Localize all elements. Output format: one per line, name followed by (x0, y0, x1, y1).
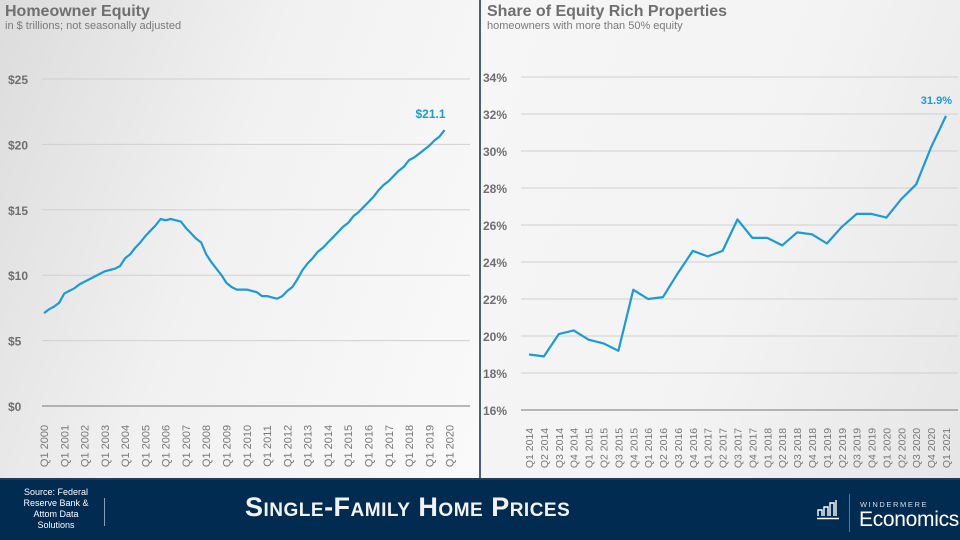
x-tick-label: Q1 2018 (762, 428, 774, 468)
x-tick-label: Q1 2018 (404, 425, 416, 467)
x-tick-label: Q1 2005 (140, 425, 152, 467)
homeowner-equity-chart: $0 $5 $10 $15 $20 $25 Q1 2000 Q1 2001 Q1 2002 Q1 … (8, 73, 470, 467)
y-tick-label: 18% (483, 367, 507, 381)
equity-rich-panel: Share of Equity Rich Properties homeowne… (481, 0, 960, 478)
banner-title: Single-Family Home Prices (245, 492, 571, 522)
x-tick-label: Q1 2015 (343, 425, 355, 467)
panel-divider (479, 0, 481, 478)
x-tick-label: Q1 2010 (242, 425, 254, 467)
y-tick-label: 30% (483, 145, 507, 159)
x-tick-label: Q1 2006 (161, 425, 173, 467)
y-tick-label: $15 (8, 204, 28, 218)
footer-divider (104, 498, 105, 526)
equity-rich-chart: 16%18%20%22%24%26%28%30%32%34%Q1 2014 Q2 … (483, 71, 958, 468)
x-tick-label: Q3 2015 (613, 428, 625, 468)
x-tick-label: Q1 2016 (643, 428, 655, 468)
y-tick-label: 24% (483, 256, 507, 270)
chart-title: Share of Equity Rich Properties (487, 3, 728, 20)
y-tick-label: $25 (8, 73, 28, 87)
logo-brand: WINDERMERE (860, 500, 929, 509)
x-tick-label: Q1 2008 (201, 425, 213, 467)
x-tick-label: Q3 2014 (554, 428, 566, 468)
x-tick-label: Q4 2018 (807, 428, 819, 468)
chart-title: Homeowner Equity (5, 3, 150, 20)
y-tick-label: 34% (483, 71, 507, 85)
x-tick-label: Q4 2019 (867, 428, 879, 468)
x-tick-label: Q2 2017 (718, 428, 730, 468)
x-tick-label: Q1 2007 (181, 425, 193, 467)
chart-subtitle: in $ trillions; not seasonally adjusted (5, 20, 182, 32)
y-tick-label: 32% (483, 108, 507, 122)
y-tick-label: $20 (8, 138, 28, 152)
x-tick-label: Q2 2015 (598, 428, 610, 468)
x-tick-label: Q1 2003 (100, 425, 112, 467)
x-tick-label: Q1 2017 (703, 428, 715, 468)
y-tick-label: $10 (8, 269, 28, 283)
x-tick-label: Q2 2014 (539, 428, 551, 468)
y-tick-label: 20% (483, 330, 507, 344)
x-tick-label: Q2 2020 (896, 428, 908, 468)
x-tick-label: Q1 2021 (941, 428, 953, 468)
x-tick-label: Q1 2019 (822, 428, 834, 468)
x-tick-label: Q4 2017 (747, 428, 759, 468)
logo-divider (849, 494, 850, 532)
x-tick-label: Q1 2000 (39, 425, 51, 467)
x-tick-label: Q1 2001 (59, 425, 71, 467)
chart-subtitle: homeowners with more than 50% equity (487, 20, 683, 32)
x-tick-label: Q1 2019 (424, 425, 436, 467)
x-tick-label: Q3 2016 (673, 428, 685, 468)
x-tick-label: Q1 2015 (584, 428, 596, 468)
x-tick-label: Q2 2016 (658, 428, 670, 468)
x-tick-label: Q2 2018 (777, 428, 789, 468)
y-tick-label: $0 (8, 400, 22, 414)
x-tick-label: Q1 2020 (881, 428, 893, 468)
x-tick-label: Q1 2016 (363, 425, 375, 467)
equity-rich-series-line (528, 115, 947, 358)
data-label: $21.1 (415, 107, 445, 121)
x-tick-label: Q1 2002 (80, 425, 92, 467)
data-label: 31.9% (921, 95, 952, 107)
x-tick-label: Q4 2020 (926, 428, 938, 468)
footer-banner: Source: Federal Reserve Bank & Attom Dat… (0, 478, 960, 540)
equity-series-line (43, 129, 446, 314)
x-tick-label: Q4 2015 (628, 428, 640, 468)
x-tick-label: Q1 2014 (524, 428, 536, 468)
homeowner-equity-panel: Homeowner Equity in $ trillions; not sea… (0, 0, 480, 478)
x-tick-label: Q4 2016 (688, 428, 700, 468)
x-tick-label: Q1 2017 (384, 425, 396, 467)
x-tick-label: Q2 2019 (837, 428, 849, 468)
x-tick-label: Q1 2012 (282, 425, 294, 467)
y-tick-label: 22% (483, 293, 507, 307)
y-tick-label: $5 (8, 335, 22, 349)
y-tick-label: 16% (483, 404, 507, 418)
x-tick-label: Q1 2009 (222, 425, 234, 467)
x-tick-label: Q3 2017 (733, 428, 745, 468)
x-tick-label: Q3 2020 (911, 428, 923, 468)
source-note: Source: Federal Reserve Bank & Attom Dat… (23, 487, 89, 530)
bar-chart-icon (817, 500, 839, 520)
x-tick-label: Q1 2011 (262, 425, 274, 466)
y-tick-label: 26% (483, 219, 507, 233)
x-tick-label: Q4 2014 (569, 428, 581, 468)
x-tick-label: Q1 2004 (120, 425, 132, 467)
x-tick-label: Q3 2018 (792, 428, 804, 468)
x-tick-label: Q1 2020 (445, 425, 457, 467)
x-tick-label: Q3 2019 (852, 428, 864, 468)
y-tick-label: 28% (483, 182, 507, 196)
logo-name: Economics (859, 508, 960, 531)
x-tick-label: Q1 2014 (323, 425, 335, 467)
x-tick-label: Q1 2013 (303, 425, 315, 467)
